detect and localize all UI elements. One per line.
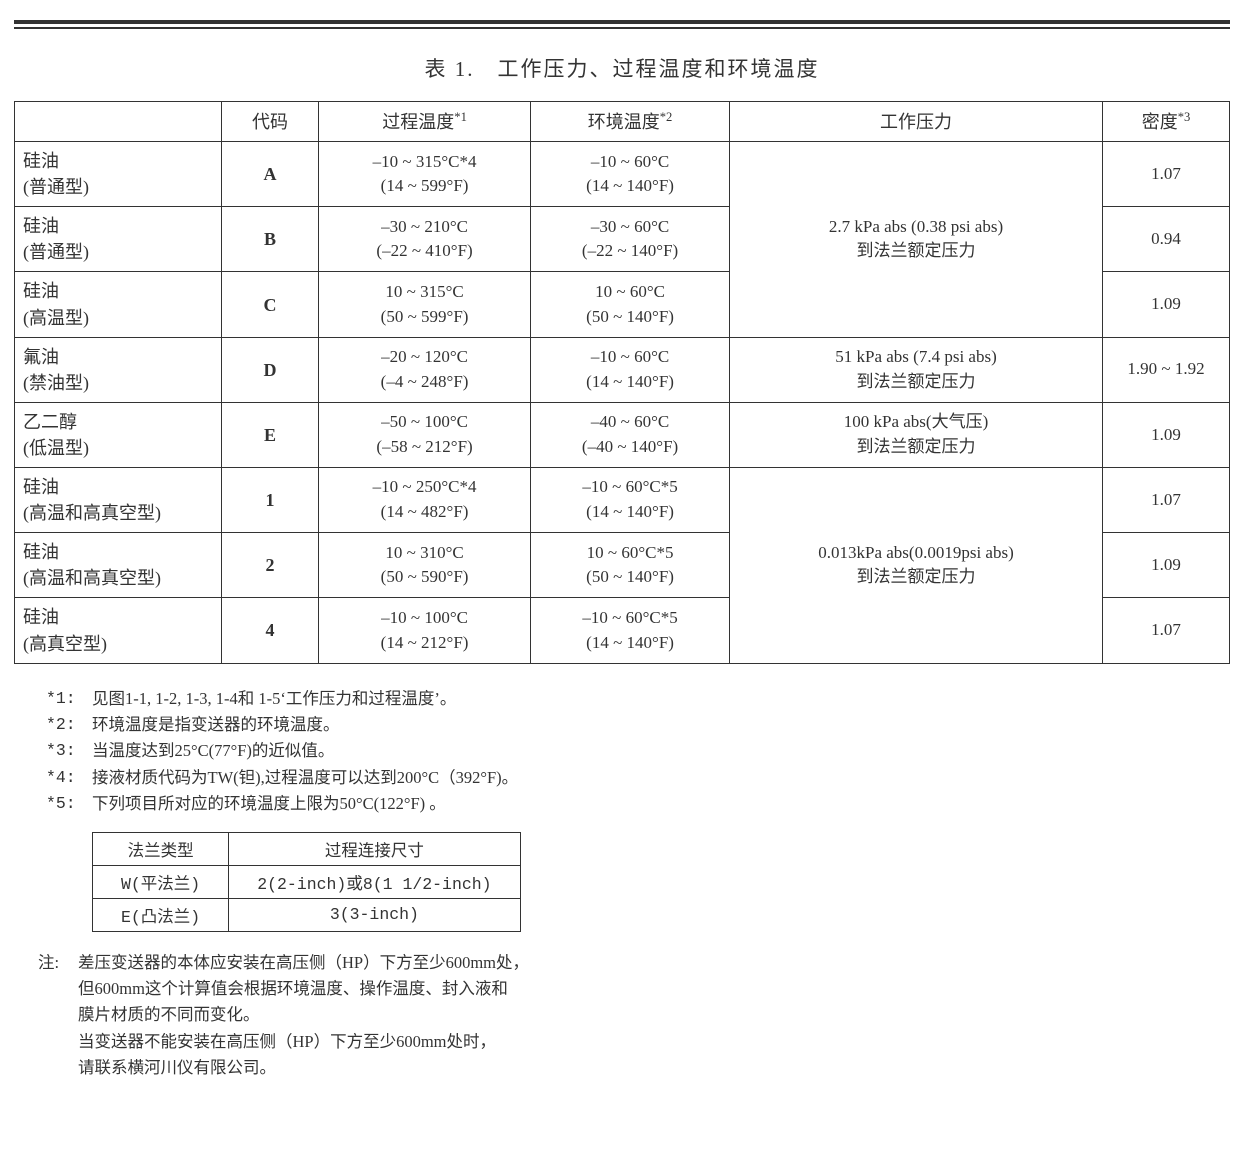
cell-name: 硅油 (高温和高真空型) xyxy=(15,468,222,533)
footnote: *2:环境温度是指变送器的环境温度。 xyxy=(46,712,1230,738)
cell-code: B xyxy=(222,207,319,272)
cell-density: 1.07 xyxy=(1103,468,1230,533)
cell-amb-temp: –10 ~ 60°C (14 ~ 140°F) xyxy=(531,337,730,402)
footnote-text: 见图1-1, 1-2, 1-3, 1-4和 1-5‘工作压力和过程温度’。 xyxy=(92,686,456,712)
header-blank xyxy=(15,102,222,142)
footnote-text: 接液材质代码为TW(钽),过程温度可以达到200°C（392°F)。 xyxy=(92,765,518,791)
cell-amb-temp: –10 ~ 60°C*5 (14 ~ 140°F) xyxy=(531,598,730,663)
header-amb-temp: 环境温度*2 xyxy=(531,102,730,142)
cell-density: 1.07 xyxy=(1103,142,1230,207)
cell-code: A xyxy=(222,142,319,207)
cell-amb-temp: –10 ~ 60°C*5 (14 ~ 140°F) xyxy=(531,468,730,533)
cell-amb-temp: 10 ~ 60°C*5 (50 ~ 140°F) xyxy=(531,533,730,598)
cell-name: 硅油 (高温和高真空型) xyxy=(15,533,222,598)
table-header-row: 代码 过程温度*1 环境温度*2 工作压力 密度*3 xyxy=(15,102,1230,142)
sub-header-1: 过程连接尺寸 xyxy=(229,832,520,865)
cell-name: 乙二醇 (低温型) xyxy=(15,402,222,467)
table-row: 硅油 (普通型)A–10 ~ 315°C*4 (14 ~ 599°F)–10 ~… xyxy=(15,142,1230,207)
cell-proc-temp: –20 ~ 120°C (–4 ~ 248°F) xyxy=(319,337,531,402)
footnote-label: *3: xyxy=(46,738,92,764)
footnote-text: 当温度达到25°C(77°F)的近似值。 xyxy=(92,738,334,764)
cell-pressure: 51 kPa abs (7.4 psi abs) 到法兰额定压力 xyxy=(729,337,1102,402)
cell-code: 4 xyxy=(222,598,319,663)
cell-code: 1 xyxy=(222,468,319,533)
cell-name: 硅油 (普通型) xyxy=(15,142,222,207)
cell-code: 2 xyxy=(222,533,319,598)
cell-pressure: 100 kPa abs(大气压) 到法兰额定压力 xyxy=(729,402,1102,467)
table-row: 氟油 (禁油型)D–20 ~ 120°C (–4 ~ 248°F)–10 ~ 6… xyxy=(15,337,1230,402)
cell-proc-temp: –50 ~ 100°C (–58 ~ 212°F) xyxy=(319,402,531,467)
cell-pressure: 2.7 kPa abs (0.38 psi abs) 到法兰额定压力 xyxy=(729,142,1102,338)
header-proc-temp: 过程温度*1 xyxy=(319,102,531,142)
footnotes: *1:见图1-1, 1-2, 1-3, 1-4和 1-5‘工作压力和过程温度’。… xyxy=(46,686,1230,818)
cell-proc-temp: 10 ~ 310°C (50 ~ 590°F) xyxy=(319,533,531,598)
footnote-label: *2: xyxy=(46,712,92,738)
page-top-rule xyxy=(14,20,1230,29)
table-title: 表 1. 工作压力、过程温度和环境温度 xyxy=(14,53,1230,83)
cell-density: 1.09 xyxy=(1103,533,1230,598)
cell-amb-temp: 10 ~ 60°C (50 ~ 140°F) xyxy=(531,272,730,337)
footnote-label: *1: xyxy=(46,686,92,712)
cell-name: 硅油 (高温型) xyxy=(15,272,222,337)
cell-name: 氟油 (禁油型) xyxy=(15,337,222,402)
header-code: 代码 xyxy=(222,102,319,142)
cell-pressure: 0.013kPa abs(0.0019psi abs) 到法兰额定压力 xyxy=(729,468,1102,664)
footnote: *5:下列项目所对应的环境温度上限为50°C(122°F) 。 xyxy=(46,791,1230,817)
cell-name: 硅油 (高真空型) xyxy=(15,598,222,663)
note-label: 注: xyxy=(38,950,78,1082)
cell-density: 1.09 xyxy=(1103,272,1230,337)
sub-table-cell: 3(3-inch) xyxy=(229,898,520,931)
cell-proc-temp: –10 ~ 100°C (14 ~ 212°F) xyxy=(319,598,531,663)
cell-amb-temp: –40 ~ 60°C (–40 ~ 140°F) xyxy=(531,402,730,467)
cell-density: 0.94 xyxy=(1103,207,1230,272)
cell-code: E xyxy=(222,402,319,467)
table-row: 硅油 (高温和高真空型)1–10 ~ 250°C*4 (14 ~ 482°F)–… xyxy=(15,468,1230,533)
cell-code: D xyxy=(222,337,319,402)
cell-density: 1.07 xyxy=(1103,598,1230,663)
cell-code: C xyxy=(222,272,319,337)
cell-density: 1.90 ~ 1.92 xyxy=(1103,337,1230,402)
cell-proc-temp: –30 ~ 210°C (–22 ~ 410°F) xyxy=(319,207,531,272)
cell-proc-temp: –10 ~ 250°C*4 (14 ~ 482°F) xyxy=(319,468,531,533)
cell-amb-temp: –30 ~ 60°C (–22 ~ 140°F) xyxy=(531,207,730,272)
cell-proc-temp: –10 ~ 315°C*4 (14 ~ 599°F) xyxy=(319,142,531,207)
sub-table: 法兰类型 过程连接尺寸 W(平法兰)2(2-inch)或8(1 1/2-inch… xyxy=(92,832,521,932)
sub-header-row: 法兰类型 过程连接尺寸 xyxy=(93,832,521,865)
footnote-label: *5: xyxy=(46,791,92,817)
sub-header-0: 法兰类型 xyxy=(93,832,229,865)
sub-table-row: E(凸法兰)3(3-inch) xyxy=(93,898,521,931)
sub-table-cell: 2(2-inch)或8(1 1/2-inch) xyxy=(229,865,520,898)
footnote: *3:当温度达到25°C(77°F)的近似值。 xyxy=(46,738,1230,764)
sub-table-cell: W(平法兰) xyxy=(93,865,229,898)
cell-proc-temp: 10 ~ 315°C (50 ~ 599°F) xyxy=(319,272,531,337)
footnote-text: 下列项目所对应的环境温度上限为50°C(122°F) 。 xyxy=(92,791,446,817)
cell-density: 1.09 xyxy=(1103,402,1230,467)
sub-table-row: W(平法兰)2(2-inch)或8(1 1/2-inch) xyxy=(93,865,521,898)
note-text: 差压变送器的本体应安装在高压侧（HP）下方至少600mm处， 但600mm这个计… xyxy=(78,950,529,1082)
cell-name: 硅油 (普通型) xyxy=(15,207,222,272)
footnote: *4:接液材质代码为TW(钽),过程温度可以达到200°C（392°F)。 xyxy=(46,765,1230,791)
cell-amb-temp: –10 ~ 60°C (14 ~ 140°F) xyxy=(531,142,730,207)
header-pressure: 工作压力 xyxy=(729,102,1102,142)
header-density: 密度*3 xyxy=(1103,102,1230,142)
footnote-text: 环境温度是指变送器的环境温度。 xyxy=(92,712,340,738)
footnote: *1:见图1-1, 1-2, 1-3, 1-4和 1-5‘工作压力和过程温度’。 xyxy=(46,686,1230,712)
footnote-label: *4: xyxy=(46,765,92,791)
table-row: 乙二醇 (低温型)E–50 ~ 100°C (–58 ~ 212°F)–40 ~… xyxy=(15,402,1230,467)
main-table: 代码 过程温度*1 环境温度*2 工作压力 密度*3 硅油 (普通型)A–10 … xyxy=(14,101,1230,664)
note-block: 注: 差压变送器的本体应安装在高压侧（HP）下方至少600mm处， 但600mm… xyxy=(38,950,1230,1082)
sub-table-cell: E(凸法兰) xyxy=(93,898,229,931)
